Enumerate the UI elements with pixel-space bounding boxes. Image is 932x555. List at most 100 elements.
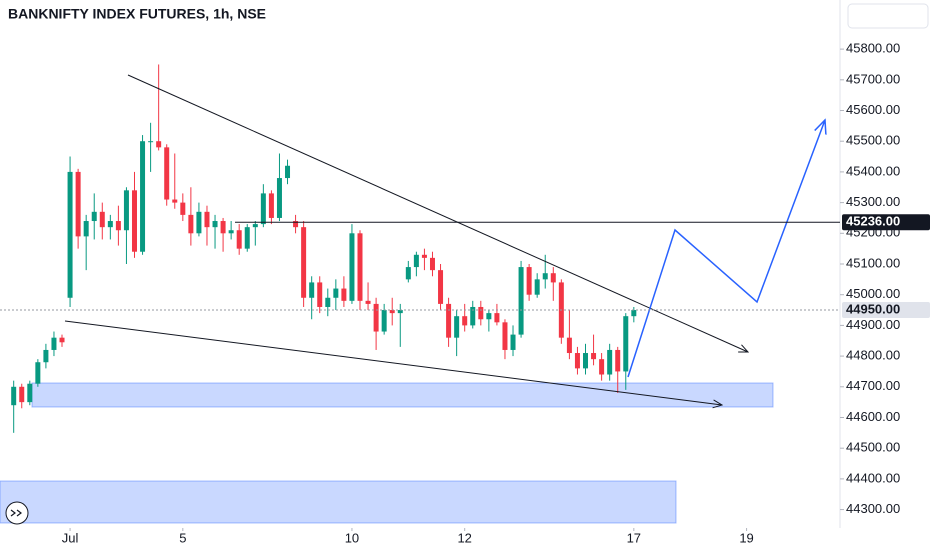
- candle-body: [268, 193, 274, 218]
- candle-body: [566, 337, 572, 354]
- candle-body: [83, 221, 89, 237]
- candle-body: [583, 353, 589, 369]
- candle-body: [470, 306, 476, 326]
- candle-body: [381, 310, 387, 332]
- candle-body: [405, 267, 411, 280]
- y-tick-label: 45400.00: [846, 163, 900, 178]
- candle-body: [397, 310, 403, 314]
- candle-body: [212, 221, 218, 228]
- price-label: 45236.00: [846, 214, 900, 229]
- candle-body: [317, 282, 323, 307]
- candle-body: [35, 362, 41, 384]
- y-tick-label: 44800.00: [846, 348, 900, 363]
- candle-body: [301, 227, 307, 298]
- candle-body: [131, 190, 137, 252]
- candle-body: [164, 147, 170, 200]
- candle-body: [341, 288, 347, 301]
- price-label: 44950.00: [846, 301, 900, 316]
- candle-body: [534, 279, 540, 295]
- y-tick-label: 45300.00: [846, 194, 900, 209]
- candle-body: [115, 221, 121, 231]
- x-tick-label: 17: [627, 530, 641, 545]
- candle-body: [574, 353, 580, 369]
- candle-body: [91, 211, 97, 222]
- candle-body: [591, 353, 597, 360]
- candle-body: [599, 359, 605, 375]
- y-tick-label: 44300.00: [846, 501, 900, 516]
- candle-body: [196, 211, 202, 234]
- scroll-button[interactable]: [5, 501, 29, 525]
- candle-body: [180, 202, 186, 215]
- y-tick-label: 45600.00: [846, 102, 900, 117]
- candle-body: [236, 230, 242, 249]
- scroll-icon: [10, 509, 22, 517]
- x-tick-label: 10: [345, 530, 359, 545]
- toolbar-button[interactable]: [847, 3, 929, 29]
- support-zone: [31, 382, 774, 408]
- candle-body: [276, 178, 282, 218]
- candle-body: [623, 316, 629, 372]
- candle-body: [502, 322, 508, 350]
- y-tick-label: 44500.00: [846, 440, 900, 455]
- candle-body: [148, 141, 154, 143]
- candle-body: [99, 211, 105, 228]
- candle-body: [462, 316, 468, 326]
- demand-zone: [0, 480, 677, 524]
- candle-body: [429, 257, 435, 271]
- candle-body: [542, 273, 548, 280]
- candle-body: [486, 313, 492, 320]
- candle-body: [285, 165, 291, 179]
- projection-path: [627, 120, 825, 378]
- candle-body: [389, 310, 395, 314]
- candle-body: [421, 254, 427, 258]
- candle-body: [260, 193, 266, 225]
- candle-body: [325, 297, 331, 307]
- candle-body: [43, 349, 49, 363]
- candle-body: [11, 386, 17, 406]
- candle-body: [365, 300, 371, 304]
- x-tick-label: Jul: [62, 530, 79, 545]
- y-tick-label: 45000.00: [846, 286, 900, 301]
- candle-body: [51, 337, 57, 350]
- candle-body: [550, 273, 556, 283]
- candle-body: [156, 141, 162, 148]
- y-tick-label: 44700.00: [846, 378, 900, 393]
- candle-body: [373, 303, 379, 332]
- x-tick-label: 5: [179, 530, 186, 545]
- candle-body: [59, 337, 65, 343]
- y-tick-label: 44900.00: [846, 317, 900, 332]
- candle-body: [107, 221, 113, 228]
- candle-body: [204, 211, 210, 228]
- candle-body: [19, 386, 25, 403]
- candle-body: [349, 233, 355, 301]
- candle-body: [454, 316, 460, 338]
- candle-body: [220, 221, 226, 234]
- price-label-box: [842, 214, 930, 231]
- candle-body: [615, 349, 621, 372]
- candle-body: [446, 303, 452, 338]
- candle-body: [510, 334, 516, 350]
- candle-body: [631, 310, 637, 317]
- candle-body: [293, 221, 299, 228]
- candle-body: [357, 233, 363, 301]
- y-tick-label: 45100.00: [846, 255, 900, 270]
- candle-body: [607, 349, 613, 375]
- y-tick-label: 44400.00: [846, 470, 900, 485]
- x-tick-label: 19: [739, 530, 753, 545]
- x-tick-label: 12: [457, 530, 471, 545]
- y-tick-label: 45500.00: [846, 133, 900, 148]
- lower-trendline: [64, 320, 722, 405]
- candle-body: [188, 214, 194, 234]
- candle-body: [518, 267, 524, 335]
- candle-body: [478, 306, 484, 320]
- candle-body: [333, 288, 339, 298]
- candle-body: [244, 227, 250, 249]
- y-tick-label: 45800.00: [846, 41, 900, 56]
- candle-body: [526, 267, 532, 295]
- y-tick-label: 44600.00: [846, 409, 900, 424]
- candle-body: [228, 230, 234, 234]
- upper-trendline: [127, 74, 748, 352]
- price-label-box: [842, 302, 930, 319]
